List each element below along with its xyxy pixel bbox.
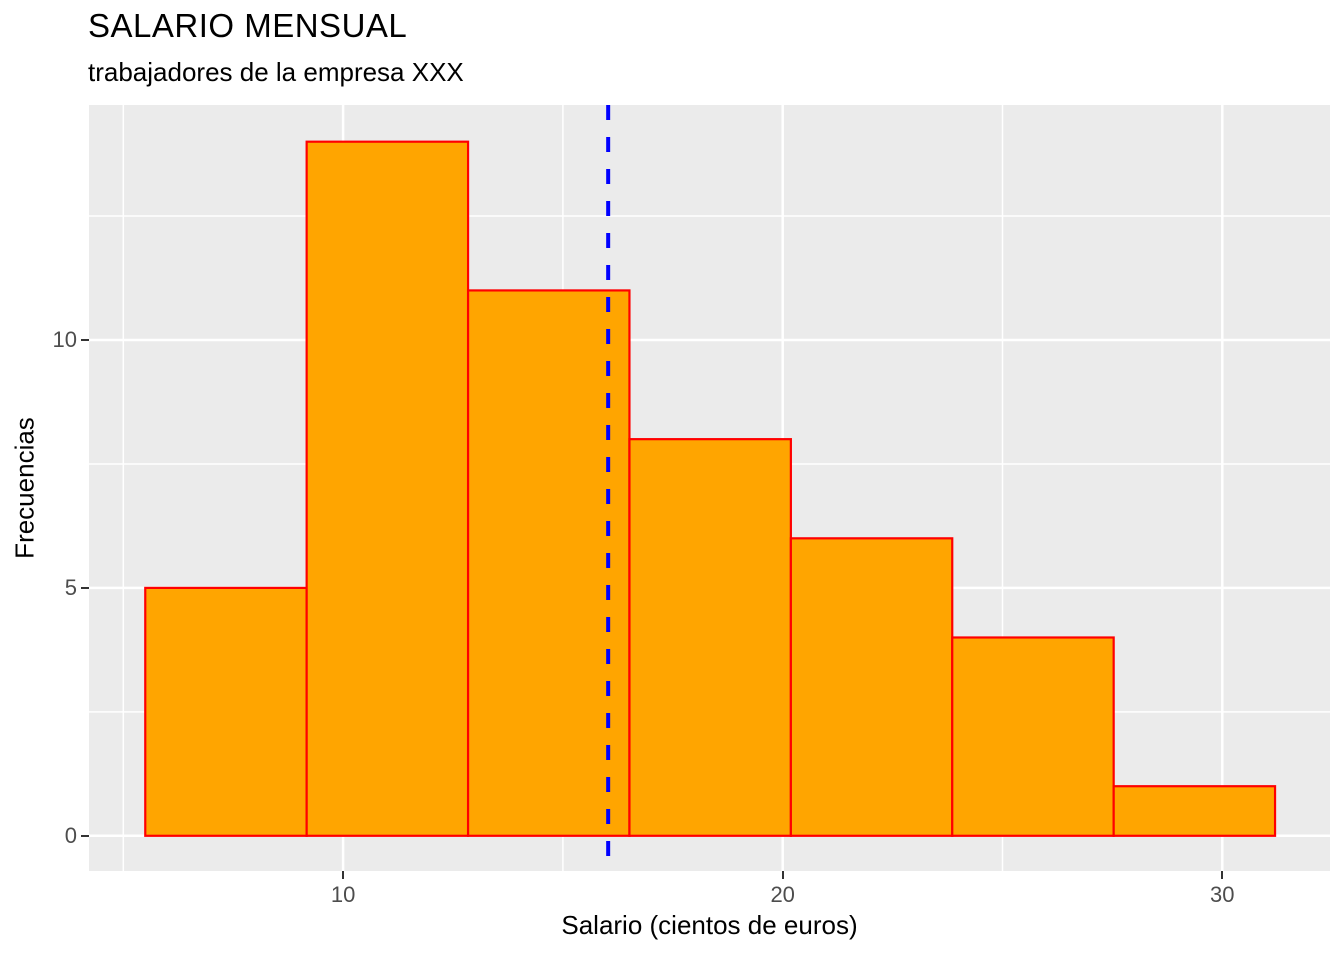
histogram-bar	[144, 586, 308, 837]
y-axis-tick-label: 5	[64, 574, 77, 600]
plot-subtitle: trabajadores de la empresa XXX	[88, 57, 464, 87]
histogram-bar	[628, 438, 792, 837]
histogram-bar	[789, 537, 954, 837]
plot-title: SALARIO MENSUAL	[88, 7, 408, 44]
histogram-bar	[1112, 785, 1277, 837]
x-axis-tick-mark	[781, 871, 784, 879]
x-axis-tick-label: 10	[330, 882, 356, 907]
y-axis-title: Frecuencias	[9, 417, 40, 559]
x-axis-title: Salario (cientos de euros)	[561, 910, 858, 940]
y-axis-tick-label: 0	[64, 822, 77, 848]
histogram-svg	[89, 105, 1330, 871]
histogram-bar	[305, 140, 470, 837]
x-axis-tick-mark	[1221, 871, 1224, 879]
x-axis-tick-label: 30	[1210, 882, 1235, 907]
x-axis-tick-mark	[342, 871, 345, 879]
y-axis-tick-label: 10	[52, 327, 77, 352]
histogram-bar	[951, 636, 1115, 837]
y-axis-tick-mark	[81, 834, 89, 837]
x-axis-tick-label: 20	[770, 882, 795, 907]
y-axis-tick-mark	[81, 339, 89, 341]
y-axis-tick-mark	[81, 586, 89, 589]
histogram-bar	[466, 289, 631, 837]
plot-panel	[89, 105, 1330, 871]
